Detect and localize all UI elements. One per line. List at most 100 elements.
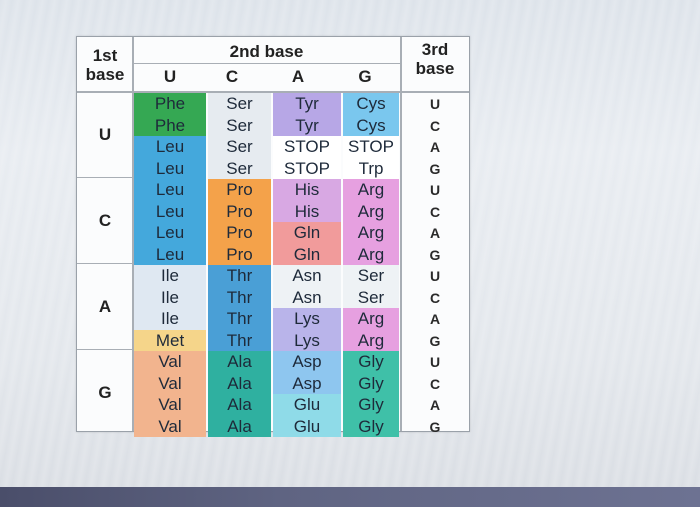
color-block-c-7 [208, 265, 271, 351]
codon-cell-u-11: Met [155, 330, 185, 350]
color-block-g-22 [343, 308, 399, 351]
divider-first-col [132, 37, 134, 431]
codon-cell-g-6: Arg [357, 223, 385, 242]
second-col-header-a: A [291, 67, 305, 86]
third-base-1: C [429, 117, 441, 134]
codon-cell-a-11: Lys [294, 330, 320, 350]
divider-third-col [400, 37, 402, 431]
second-col-header-c: C [225, 67, 239, 86]
codon-cell-a-5: His [294, 201, 320, 221]
first-base-g: G [98, 383, 112, 402]
codon-cell-u-6: Leu [155, 223, 185, 242]
codon-cell-u-9: Ile [161, 287, 179, 307]
codon-cell-g-12: Gly [358, 352, 384, 371]
first-base-header: 1st base [85, 46, 125, 84]
color-block-a-11 [273, 179, 341, 222]
third-base-14: A [429, 397, 441, 413]
codon-cell-a-13: Asp [292, 373, 322, 393]
third-base-12: U [429, 354, 441, 370]
color-block-g-18 [343, 136, 399, 158]
codon-cell-c-8: Thr [226, 266, 253, 285]
color-block-a-13 [273, 265, 341, 308]
third-base-13: C [429, 375, 441, 392]
codon-cell-c-2: Ser [226, 137, 253, 156]
first-base-u: U [98, 125, 112, 144]
color-block-u-1 [134, 136, 206, 265]
divider-header [77, 91, 469, 93]
divider-2nd-base [133, 63, 400, 64]
divider-row-a [77, 349, 133, 350]
second-col-header-g: G [358, 67, 372, 86]
codon-cell-g-8: Ser [357, 266, 385, 285]
codon-cell-c-0: Ser [226, 94, 253, 113]
codon-cell-c-5: Pro [226, 201, 253, 221]
codon-cell-a-12: Asp [292, 352, 322, 371]
codon-cell-u-12: Val [158, 352, 182, 371]
third-base-2: A [429, 139, 441, 155]
codon-cell-a-9: Asn [292, 287, 322, 307]
genetic-code-table: 1st base 2nd base 3rd base U C A G U C A… [76, 36, 470, 437]
codon-cell-u-14: Val [158, 395, 182, 414]
color-block-u-2 [134, 265, 206, 330]
color-block-a-10 [273, 136, 341, 179]
codon-cell-u-3: Leu [155, 158, 185, 178]
codon-cell-g-11: Arg [357, 330, 385, 350]
color-block-a-9 [273, 93, 341, 136]
codon-cell-g-4: Arg [357, 180, 385, 199]
codon-cell-a-2: STOP [284, 137, 330, 156]
codon-cell-c-14: Ala [227, 395, 252, 414]
codon-cell-c-1: Ser [226, 115, 253, 135]
third-base-15: G [429, 418, 441, 435]
codon-cell-u-7: Leu [155, 244, 185, 264]
codon-cell-c-12: Ala [227, 352, 252, 371]
third-base-3: G [429, 160, 441, 177]
color-block-u-4 [134, 351, 206, 437]
codon-cell-c-4: Pro [226, 180, 253, 199]
codon-cell-c-10: Thr [226, 309, 253, 328]
codon-cell-g-14: Gly [358, 395, 384, 414]
third-base-11: G [429, 332, 441, 349]
codon-cell-c-15: Ala [227, 416, 252, 436]
second-col-header-u: U [163, 67, 177, 86]
codon-cell-g-13: Gly [358, 373, 384, 393]
codon-cell-u-13: Val [158, 373, 182, 393]
codon-cell-a-3: STOP [284, 158, 330, 178]
first-base-a: A [98, 297, 112, 316]
taskbar [0, 487, 700, 507]
third-base-header: 3rd base [415, 40, 455, 78]
codon-cell-c-3: Ser [226, 158, 253, 178]
color-block-a-14 [273, 308, 341, 351]
codon-cell-g-10: Arg [357, 309, 385, 328]
codon-cell-u-0: Phe [154, 94, 186, 113]
codon-cell-a-7: Gln [293, 244, 321, 264]
codon-cell-u-8: Ile [161, 266, 179, 285]
codon-cell-g-5: Arg [357, 201, 385, 221]
codon-cell-a-14: Glu [293, 395, 321, 414]
codon-cell-g-15: Gly [358, 416, 384, 436]
color-block-u-3 [134, 329, 206, 351]
color-block-c-6 [208, 179, 271, 265]
color-block-g-23 [343, 351, 399, 437]
color-block-a-12 [273, 222, 341, 265]
codon-cell-u-1: Phe [154, 115, 186, 135]
third-base-9: C [429, 289, 441, 306]
codon-cell-a-10: Lys [294, 309, 320, 328]
first-base-c: C [98, 211, 112, 230]
codon-cell-g-7: Arg [357, 244, 385, 264]
third-base-4: U [429, 182, 441, 198]
codon-cell-g-0: Cys [356, 94, 386, 113]
color-block-u-0 [134, 93, 206, 136]
codon-cell-a-6: Gln [293, 223, 321, 242]
codon-cell-c-6: Pro [226, 223, 253, 242]
divider-row-u [77, 177, 133, 178]
color-block-g-21 [343, 265, 399, 308]
codon-cell-c-7: Pro [226, 244, 253, 264]
codon-cell-u-2: Leu [155, 137, 185, 156]
third-base-5: C [429, 203, 441, 220]
third-base-10: A [429, 311, 441, 327]
color-block-a-16 [273, 394, 341, 437]
color-block-a-15 [273, 351, 341, 394]
third-base-6: A [429, 225, 441, 241]
color-block-g-17 [343, 93, 399, 136]
codon-cell-a-8: Asn [292, 266, 322, 285]
